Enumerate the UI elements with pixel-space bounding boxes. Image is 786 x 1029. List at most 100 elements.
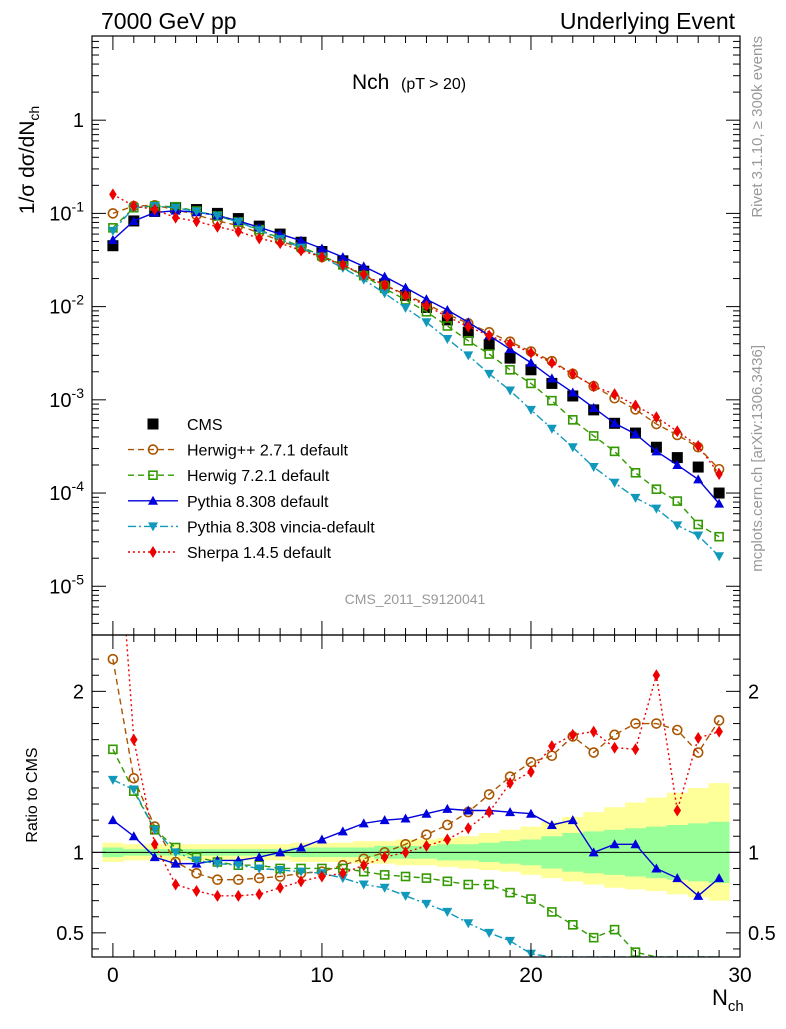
ratio-point-3-2	[149, 825, 160, 835]
ratio-point-4-3	[171, 878, 180, 891]
main-point-0-20	[525, 364, 537, 376]
main-point-3-23	[588, 402, 599, 412]
main-point-5-29	[715, 468, 723, 481]
legend-marker-3	[148, 495, 158, 505]
ratio-point-1-18	[484, 879, 494, 890]
main-point-3-11	[337, 252, 348, 262]
main-point-5-17	[464, 320, 473, 333]
main-point-0-0	[107, 240, 119, 252]
main-title: Nch	[352, 71, 389, 94]
ratio-point-3-1	[128, 785, 139, 795]
main-point-2-28	[693, 519, 703, 530]
ratio-frame	[91, 634, 741, 958]
main-point-2-25	[630, 467, 641, 478]
main-point-5-20	[527, 346, 535, 359]
ratio-point-4-20	[527, 765, 535, 778]
ratio-point-0-4	[191, 867, 202, 879]
ratio-point-3-16	[442, 907, 453, 917]
ratio-point-4-16	[443, 833, 452, 846]
ratio-point-4-19	[506, 777, 514, 790]
ratio-point-0-21	[546, 750, 558, 762]
main-point-5-6	[234, 225, 243, 238]
ratio-point-0-18	[483, 789, 495, 800]
ratio-point-2-19	[505, 807, 516, 817]
main-y-tick-label: 10-2	[49, 292, 84, 319]
axes: 0 10 20 30 1 10-1 10-2 10-3 10-4 10-5 0.5 0.5 1 1 2 2	[49, 35, 776, 987]
main-point-5-24	[610, 388, 619, 401]
ratio-y-tick-label: 1	[73, 842, 84, 864]
ratio-point-0-5	[212, 874, 223, 886]
ratio-point-0-23	[588, 747, 599, 758]
ratio-ylabel: Ratio to CMS	[24, 747, 41, 842]
main-point-2-17	[463, 335, 474, 346]
legend-marker-4	[148, 522, 158, 532]
ratio-point-2-3	[170, 858, 181, 868]
ratio-point-0-25	[630, 718, 641, 729]
main-point-5-1	[130, 200, 138, 213]
main-point-2-24	[609, 446, 620, 457]
main-y-tick-exponent: -2	[72, 292, 85, 308]
ratio-point-1-13	[379, 870, 390, 880]
main-point-5-16	[443, 310, 452, 323]
ratio-point-2-27	[672, 873, 683, 883]
main-point-3-29	[714, 498, 725, 508]
ratio-y-tick-label: 2	[73, 681, 84, 703]
ratio-point-0-0	[107, 653, 119, 665]
main-point-3-14	[400, 282, 411, 292]
legend-entry-2: Herwig 7.2.1 default	[128, 468, 330, 485]
main-point-5-11	[339, 258, 347, 271]
main-y-tick-exponent: -1	[72, 198, 85, 214]
main-point-3-10	[316, 243, 327, 253]
ratio-point-3-6	[233, 861, 244, 871]
ratio-point-1-20	[526, 894, 536, 904]
main-y-tick-label: 10-3	[49, 385, 84, 412]
main-point-3-27	[672, 459, 683, 469]
main-point-5-18	[485, 329, 493, 342]
main-series-3	[107, 205, 725, 508]
main-point-2-29	[714, 531, 724, 542]
main-point-2-18	[484, 349, 494, 359]
main-point-2-26	[651, 484, 662, 494]
legend-marker-5	[149, 546, 157, 558]
main-point-5-19	[506, 337, 514, 350]
main-y-tick-label: 1	[73, 110, 84, 132]
main-point-5-26	[652, 411, 661, 424]
ratio-series	[107, 635, 725, 957]
main-point-2-20	[526, 378, 536, 389]
ratio-series-line-3	[112, 779, 720, 957]
ratio-point-0-7	[253, 872, 265, 884]
legend-label-2: Herwig 7.2.1 default	[187, 468, 330, 485]
legend-entry-1: Herwig++ 2.7.1 default	[128, 443, 349, 460]
main-point-4-21	[546, 424, 557, 434]
ratio-xlabel: Nch	[712, 985, 744, 1015]
legend-marker-1	[147, 444, 159, 455]
ratio-series-2	[107, 803, 725, 900]
main-series	[107, 188, 725, 562]
ratio-point-2-25	[630, 839, 641, 849]
ratio-point-3-14	[400, 891, 411, 901]
ratio-point-2-2	[149, 852, 160, 862]
legend-label-4: Pythia 8.308 vincia-default	[187, 519, 375, 536]
header-right: Underlying Event	[560, 8, 736, 34]
main-point-4-4	[191, 207, 202, 217]
main-point-4-18	[484, 369, 495, 379]
main-point-0-18	[483, 339, 495, 351]
main-point-3-15	[421, 294, 432, 304]
legend-entry-0: CMS	[147, 417, 223, 434]
ratio-point-4-17	[464, 822, 473, 835]
ratio-y-tick-label: 0.5	[56, 923, 84, 945]
ratio-point-2-23	[588, 847, 599, 857]
main-point-5-0	[109, 188, 117, 201]
ratio-point-4-13	[380, 851, 389, 864]
ratio-point-3-7	[254, 864, 265, 874]
ratio-point-4-28	[694, 732, 702, 745]
ratio-point-2-28	[693, 890, 704, 900]
x-tick-label: 0	[107, 964, 119, 987]
ratio-point-0-16	[442, 819, 453, 831]
main-series-line-4	[112, 205, 720, 557]
main-point-5-3	[171, 211, 180, 224]
ratio-point-4-11	[339, 867, 347, 880]
legend-marker-2	[148, 470, 158, 481]
ratio-point-4-9	[297, 875, 305, 888]
